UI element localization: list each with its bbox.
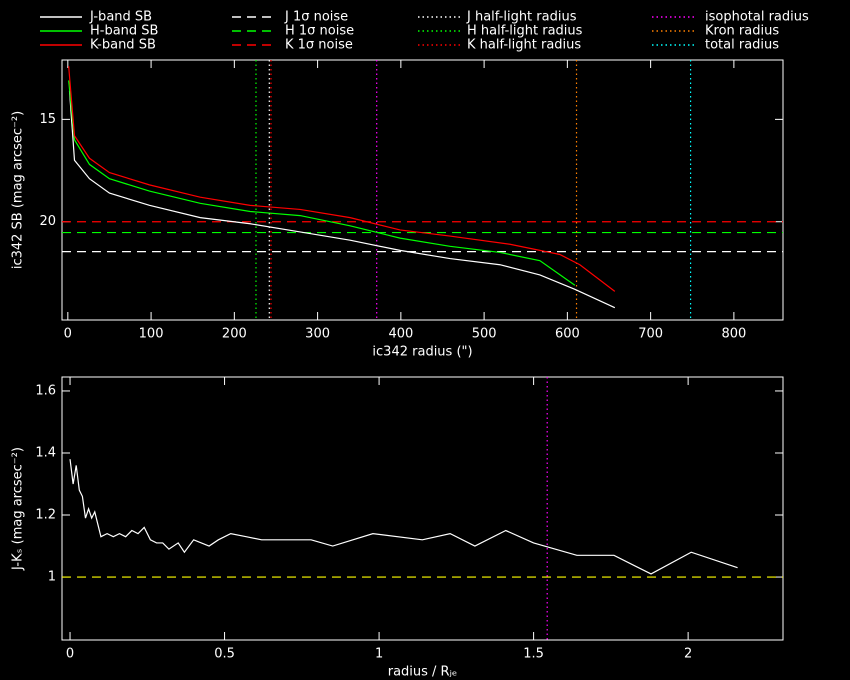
x-axis-label: radius / Rⱼₑ <box>388 665 458 680</box>
y-tick-label: 15 <box>39 112 56 127</box>
plot-frame <box>61 59 784 321</box>
legend-label: J 1σ noise <box>284 10 348 25</box>
y-tick-label: 1.2 <box>35 508 56 523</box>
x-tick-label: 600 <box>555 327 580 342</box>
x-axis-label: ic342 radius (") <box>372 345 472 360</box>
x-tick-label: 500 <box>472 327 497 342</box>
x-tick-label: 800 <box>721 327 746 342</box>
y-tick-label: 1.4 <box>35 445 56 460</box>
legend-label: Kron radius <box>705 24 779 39</box>
legend-label: isophotal radius <box>705 10 809 25</box>
x-tick-label: 200 <box>222 327 247 342</box>
y-tick-label: 1.6 <box>35 383 56 398</box>
x-tick-label: 300 <box>305 327 330 342</box>
legend-label: J-band SB <box>89 10 152 25</box>
legend-label: K half-light radius <box>467 38 581 53</box>
y-axis-label: J-Kₛ (mag arcsec⁻²) <box>11 447 26 571</box>
y-axis-label: ic342 SB (mag arcsec⁻²) <box>11 111 26 269</box>
series-line <box>68 80 576 286</box>
legend-label: H half-light radius <box>467 24 583 39</box>
x-tick-label: 400 <box>388 327 413 342</box>
y-tick-label: 20 <box>39 214 56 229</box>
y-tick-label: 1 <box>48 570 56 585</box>
legend-label: H-band SB <box>90 24 158 39</box>
x-tick-label: 700 <box>638 327 663 342</box>
x-tick-label: 1 <box>375 647 383 662</box>
legend-label: K-band SB <box>90 38 156 53</box>
x-tick-label: 1.5 <box>523 647 544 662</box>
legend-label: total radius <box>705 38 779 53</box>
legend-label: J half-light radius <box>466 10 577 25</box>
x-tick-label: 100 <box>139 327 164 342</box>
series-line <box>69 459 738 575</box>
legend-label: K 1σ noise <box>285 38 353 53</box>
x-tick-label: 0 <box>64 327 72 342</box>
x-tick-label: 0 <box>66 647 74 662</box>
x-tick-label: 0.5 <box>214 647 235 662</box>
x-tick-label: 2 <box>684 647 692 662</box>
series-line <box>68 66 616 292</box>
plot-frame <box>61 376 784 641</box>
legend-label: H 1σ noise <box>285 24 354 39</box>
series-line <box>68 90 616 309</box>
